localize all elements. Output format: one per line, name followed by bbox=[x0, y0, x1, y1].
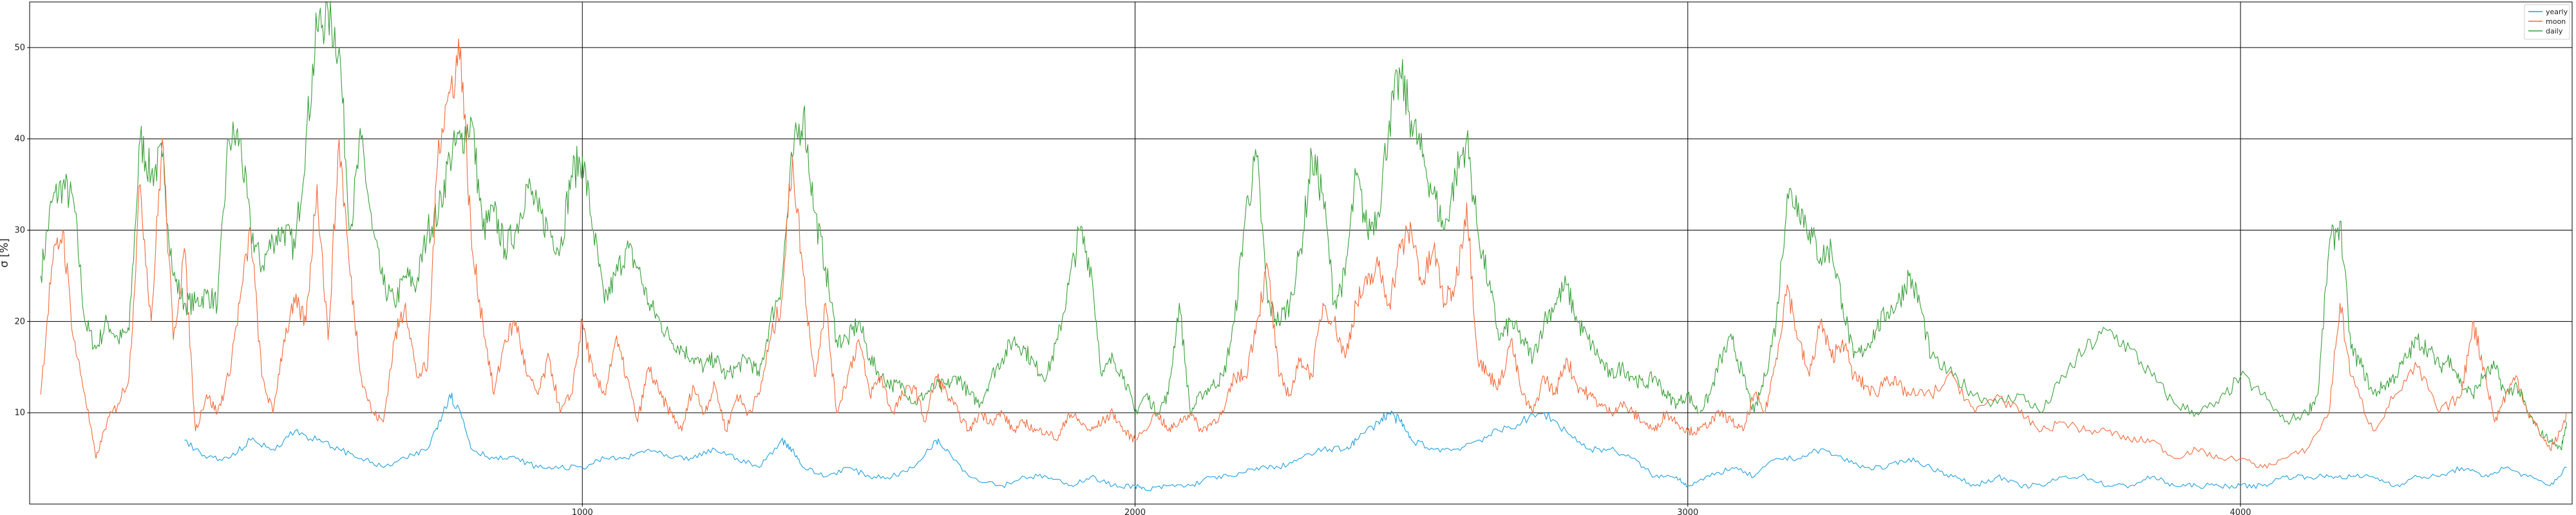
series-line-yearly bbox=[184, 393, 2567, 492]
legend-label-moon: moon bbox=[2546, 17, 2566, 26]
y-tick-label: 40 bbox=[14, 135, 25, 144]
x-tick-label: 4000 bbox=[2230, 508, 2251, 515]
series-line-moon bbox=[40, 38, 2567, 469]
series-lines bbox=[40, 1, 2567, 492]
x-tick-label: 3000 bbox=[1677, 508, 1698, 515]
legend-label-daily: daily bbox=[2546, 27, 2563, 35]
y-axis-label: σ [%] bbox=[0, 238, 11, 268]
legend-label-yearly: yearly bbox=[2546, 8, 2568, 16]
y-tick-label: 20 bbox=[14, 317, 25, 326]
y-tick-label: 30 bbox=[14, 226, 25, 236]
series-line-daily bbox=[40, 1, 2567, 451]
x-tick-label: 1000 bbox=[572, 508, 593, 515]
y-tick-label: 50 bbox=[14, 43, 25, 53]
plot-frame bbox=[29, 1, 2573, 505]
axis-ticks: 10 20 30 40 50 1000 2000 3000 4000 bbox=[14, 43, 2251, 515]
y-tick-label: 10 bbox=[14, 408, 25, 418]
x-tick-label: 2000 bbox=[1124, 508, 1146, 515]
